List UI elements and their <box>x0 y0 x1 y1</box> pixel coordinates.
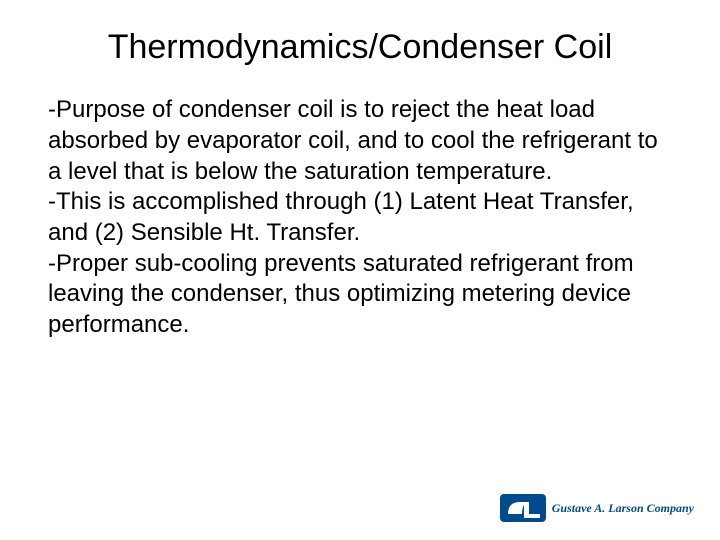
slide-body: -Purpose of condenser coil is to reject … <box>48 95 672 341</box>
company-logo: Gustave A. Larson Company <box>500 494 694 522</box>
slide-container: Thermodynamics/Condenser Coil -Purpose o… <box>0 0 720 540</box>
body-paragraph: -Proper sub-cooling prevents saturated r… <box>48 249 672 341</box>
body-paragraph: -This is accomplished through (1) Latent… <box>48 187 672 248</box>
body-paragraph: -Purpose of condenser coil is to reject … <box>48 95 672 187</box>
logo-company-name: Gustave A. Larson Company <box>552 501 694 516</box>
logo-mark-icon <box>500 494 546 522</box>
slide-title: Thermodynamics/Condenser Coil <box>48 28 672 67</box>
